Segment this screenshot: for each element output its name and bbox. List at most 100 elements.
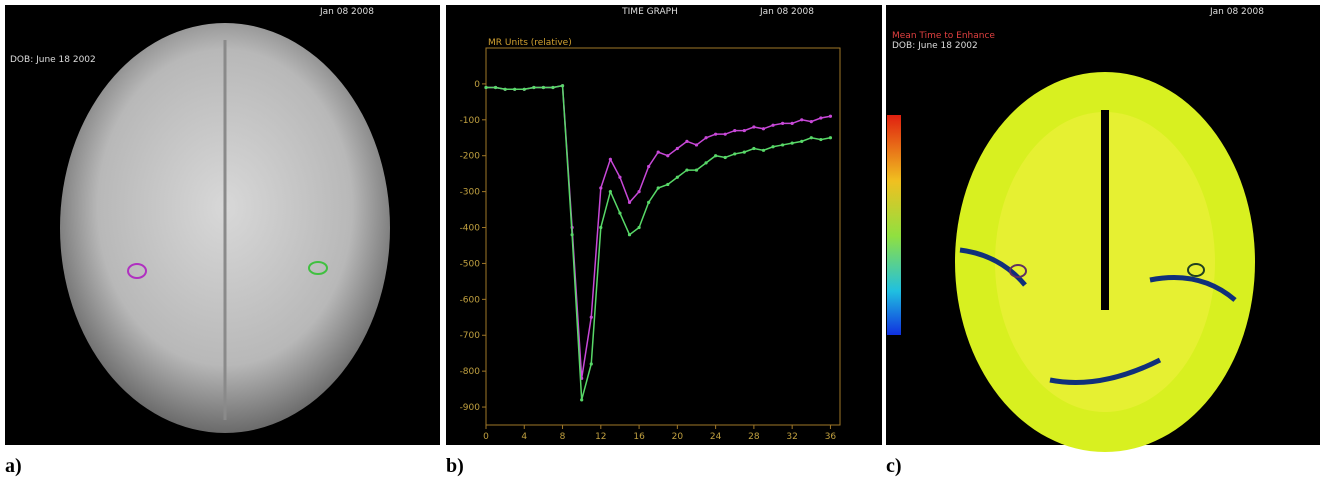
y-tick-label: -900 bbox=[460, 403, 481, 413]
y-tick-label: -600 bbox=[460, 295, 481, 305]
point bbox=[570, 233, 574, 237]
point bbox=[551, 85, 555, 90]
point bbox=[493, 85, 498, 90]
point bbox=[780, 121, 785, 125]
point bbox=[714, 132, 718, 136]
overlay-text: Jan 08 2008 bbox=[1209, 7, 1264, 17]
panel-c: Jan 08 2008 DOB: June 18 2002 Mean Time … bbox=[886, 5, 1320, 452]
point bbox=[675, 175, 679, 179]
point bbox=[675, 146, 679, 151]
point bbox=[637, 225, 641, 230]
panel-label: b) bbox=[446, 455, 464, 477]
y-tick-label: 0 bbox=[474, 80, 480, 90]
point bbox=[647, 164, 651, 169]
point bbox=[694, 168, 699, 172]
chart-title: TIME GRAPH bbox=[621, 7, 678, 17]
point bbox=[733, 128, 737, 133]
point bbox=[761, 127, 766, 131]
point bbox=[828, 114, 833, 118]
point bbox=[589, 315, 593, 319]
y-tick-label: -700 bbox=[460, 331, 481, 341]
point bbox=[599, 225, 603, 230]
roi bbox=[1187, 263, 1205, 277]
point bbox=[627, 233, 632, 237]
y-tick-label: -200 bbox=[460, 152, 481, 162]
roi bbox=[127, 263, 147, 279]
point bbox=[656, 186, 660, 190]
overlay-text: Mean Time to Enhance bbox=[892, 31, 995, 41]
roi bbox=[308, 261, 328, 275]
point bbox=[790, 141, 794, 145]
point bbox=[656, 150, 660, 154]
point bbox=[532, 85, 536, 90]
point bbox=[742, 150, 746, 154]
point bbox=[541, 85, 546, 90]
x-tick-label: 8 bbox=[560, 432, 566, 442]
point bbox=[790, 121, 794, 125]
point bbox=[704, 136, 708, 140]
point bbox=[580, 398, 584, 402]
x-tick-label: 24 bbox=[710, 432, 722, 442]
x-tick-label: 32 bbox=[786, 432, 797, 442]
y-tick-label: -100 bbox=[460, 116, 481, 126]
point bbox=[819, 116, 823, 120]
y-axis-label: MR Units (relative) bbox=[488, 38, 572, 48]
point bbox=[618, 175, 622, 179]
point bbox=[647, 200, 651, 204]
point bbox=[599, 186, 603, 190]
point bbox=[723, 132, 727, 136]
panel-a: Jan 08 2008 DOB: June 18 2002 bbox=[5, 5, 440, 445]
point bbox=[809, 136, 813, 140]
point bbox=[589, 362, 593, 366]
overlay-text: DOB: June 18 2002 bbox=[892, 41, 978, 51]
point bbox=[800, 139, 804, 143]
vessels bbox=[959, 247, 1237, 385]
point bbox=[685, 139, 689, 143]
point bbox=[704, 161, 708, 165]
midline bbox=[1101, 110, 1109, 310]
plot-frame bbox=[485, 47, 841, 426]
point bbox=[513, 87, 517, 91]
point bbox=[685, 168, 689, 172]
point bbox=[733, 152, 737, 156]
x-tick-label: 4 bbox=[521, 432, 527, 442]
point bbox=[800, 118, 804, 122]
point bbox=[618, 211, 622, 215]
panel-label: a) bbox=[5, 455, 22, 477]
y-tick-label: -800 bbox=[460, 367, 481, 377]
x-tick-label: 16 bbox=[633, 432, 645, 442]
point bbox=[723, 155, 727, 160]
point bbox=[742, 128, 746, 133]
color-bar bbox=[887, 115, 901, 335]
point bbox=[484, 85, 488, 90]
y-tick-label: -300 bbox=[460, 188, 481, 198]
point bbox=[560, 84, 565, 88]
point bbox=[771, 123, 775, 127]
point bbox=[608, 190, 612, 194]
x-tick-label: 36 bbox=[825, 432, 837, 442]
panel-label: c) bbox=[886, 455, 902, 477]
overlay-text: Jan 08 2008 bbox=[319, 7, 374, 17]
x-tick-label: 28 bbox=[748, 432, 760, 442]
point bbox=[522, 87, 526, 91]
point bbox=[752, 125, 756, 129]
point bbox=[752, 146, 756, 151]
panel-b: TIME GRAPH Jan 08 2008 MR Units (relativ… bbox=[446, 5, 882, 445]
x-tick-label: 20 bbox=[672, 432, 684, 442]
point bbox=[780, 143, 785, 147]
point bbox=[608, 157, 612, 161]
point bbox=[637, 190, 641, 194]
y-tick-label: -500 bbox=[460, 259, 481, 269]
point bbox=[761, 148, 766, 152]
y-tick-label: -400 bbox=[460, 224, 481, 234]
point bbox=[666, 154, 670, 158]
x-tick-label: 12 bbox=[595, 432, 606, 442]
point bbox=[694, 143, 699, 147]
point bbox=[771, 145, 775, 149]
overlay-text: Jan 08 2008 bbox=[759, 7, 814, 17]
point bbox=[714, 154, 718, 158]
point bbox=[503, 87, 507, 91]
point bbox=[809, 120, 813, 124]
x-tick-label: 0 bbox=[483, 432, 489, 442]
